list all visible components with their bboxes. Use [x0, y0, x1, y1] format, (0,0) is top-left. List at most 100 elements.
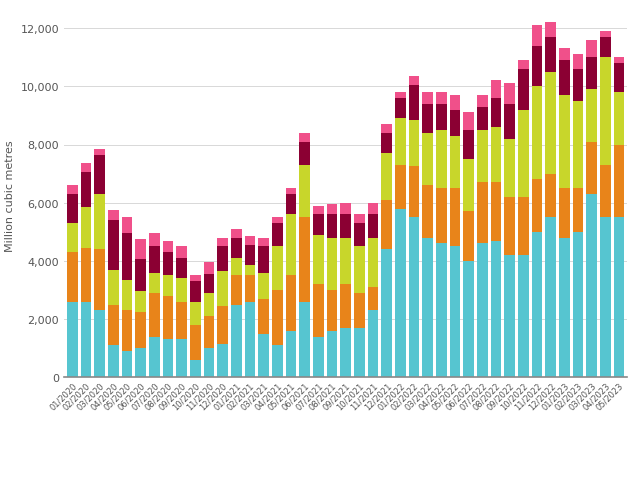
- Bar: [436, 244, 447, 378]
- Bar: [135, 240, 146, 260]
- Bar: [532, 232, 542, 378]
- Bar: [491, 99, 501, 128]
- Bar: [149, 234, 159, 247]
- Bar: [381, 250, 392, 378]
- Bar: [518, 110, 529, 197]
- Bar: [163, 253, 173, 276]
- Bar: [231, 276, 241, 305]
- Bar: [300, 166, 310, 218]
- Bar: [463, 113, 474, 131]
- Bar: [422, 93, 433, 105]
- Bar: [244, 245, 255, 266]
- Bar: [163, 241, 173, 253]
- Bar: [313, 215, 324, 235]
- Bar: [354, 247, 365, 293]
- Bar: [354, 293, 365, 328]
- Bar: [600, 32, 611, 38]
- Bar: [163, 296, 173, 340]
- Bar: [163, 340, 173, 378]
- Bar: [313, 285, 324, 337]
- Bar: [354, 224, 365, 247]
- Bar: [559, 238, 570, 378]
- Bar: [518, 70, 529, 110]
- Bar: [149, 337, 159, 378]
- Bar: [259, 247, 269, 273]
- Bar: [600, 166, 611, 218]
- Bar: [326, 290, 337, 331]
- Bar: [67, 224, 77, 253]
- Bar: [300, 218, 310, 302]
- Bar: [81, 164, 92, 173]
- Bar: [395, 93, 406, 99]
- Bar: [545, 38, 556, 73]
- Bar: [586, 41, 597, 58]
- Bar: [600, 218, 611, 378]
- Bar: [367, 311, 378, 378]
- Bar: [81, 208, 92, 248]
- Bar: [436, 131, 447, 189]
- Bar: [463, 261, 474, 378]
- Bar: [149, 247, 159, 273]
- Bar: [94, 311, 105, 378]
- Bar: [135, 348, 146, 378]
- Bar: [244, 237, 255, 245]
- Bar: [108, 346, 118, 378]
- Bar: [450, 96, 460, 110]
- Bar: [408, 218, 419, 378]
- Bar: [163, 276, 173, 296]
- Bar: [381, 154, 392, 200]
- Bar: [204, 263, 214, 274]
- Bar: [477, 183, 488, 244]
- Bar: [94, 250, 105, 311]
- Bar: [285, 195, 296, 215]
- Bar: [340, 238, 351, 285]
- Bar: [285, 215, 296, 276]
- Bar: [285, 189, 296, 195]
- Bar: [545, 218, 556, 378]
- Bar: [436, 105, 447, 131]
- Bar: [122, 218, 132, 234]
- Bar: [340, 285, 351, 328]
- Bar: [491, 128, 501, 183]
- Bar: [217, 344, 228, 378]
- Bar: [149, 293, 159, 337]
- Bar: [108, 305, 118, 346]
- Bar: [149, 273, 159, 293]
- Bar: [586, 90, 597, 142]
- Bar: [326, 238, 337, 290]
- Bar: [244, 302, 255, 378]
- Bar: [67, 253, 77, 302]
- Bar: [231, 305, 241, 378]
- Bar: [108, 211, 118, 221]
- Bar: [545, 23, 556, 38]
- Bar: [94, 150, 105, 155]
- Bar: [422, 238, 433, 378]
- Bar: [354, 215, 365, 224]
- Bar: [176, 279, 187, 302]
- Bar: [504, 197, 515, 256]
- Bar: [313, 206, 324, 215]
- Bar: [504, 105, 515, 139]
- Bar: [231, 238, 241, 258]
- Bar: [81, 248, 92, 302]
- Bar: [190, 276, 200, 282]
- Bar: [450, 110, 460, 136]
- Bar: [532, 87, 542, 180]
- Bar: [395, 99, 406, 119]
- Bar: [367, 215, 378, 238]
- Bar: [408, 121, 419, 167]
- Bar: [122, 311, 132, 351]
- Bar: [559, 96, 570, 189]
- Bar: [354, 328, 365, 378]
- Bar: [176, 247, 187, 258]
- Bar: [559, 61, 570, 96]
- Bar: [94, 195, 105, 250]
- Bar: [367, 287, 378, 311]
- Bar: [504, 139, 515, 197]
- Bar: [204, 274, 214, 293]
- Bar: [395, 209, 406, 378]
- Bar: [135, 312, 146, 348]
- Bar: [477, 244, 488, 378]
- Bar: [217, 238, 228, 247]
- Bar: [450, 247, 460, 378]
